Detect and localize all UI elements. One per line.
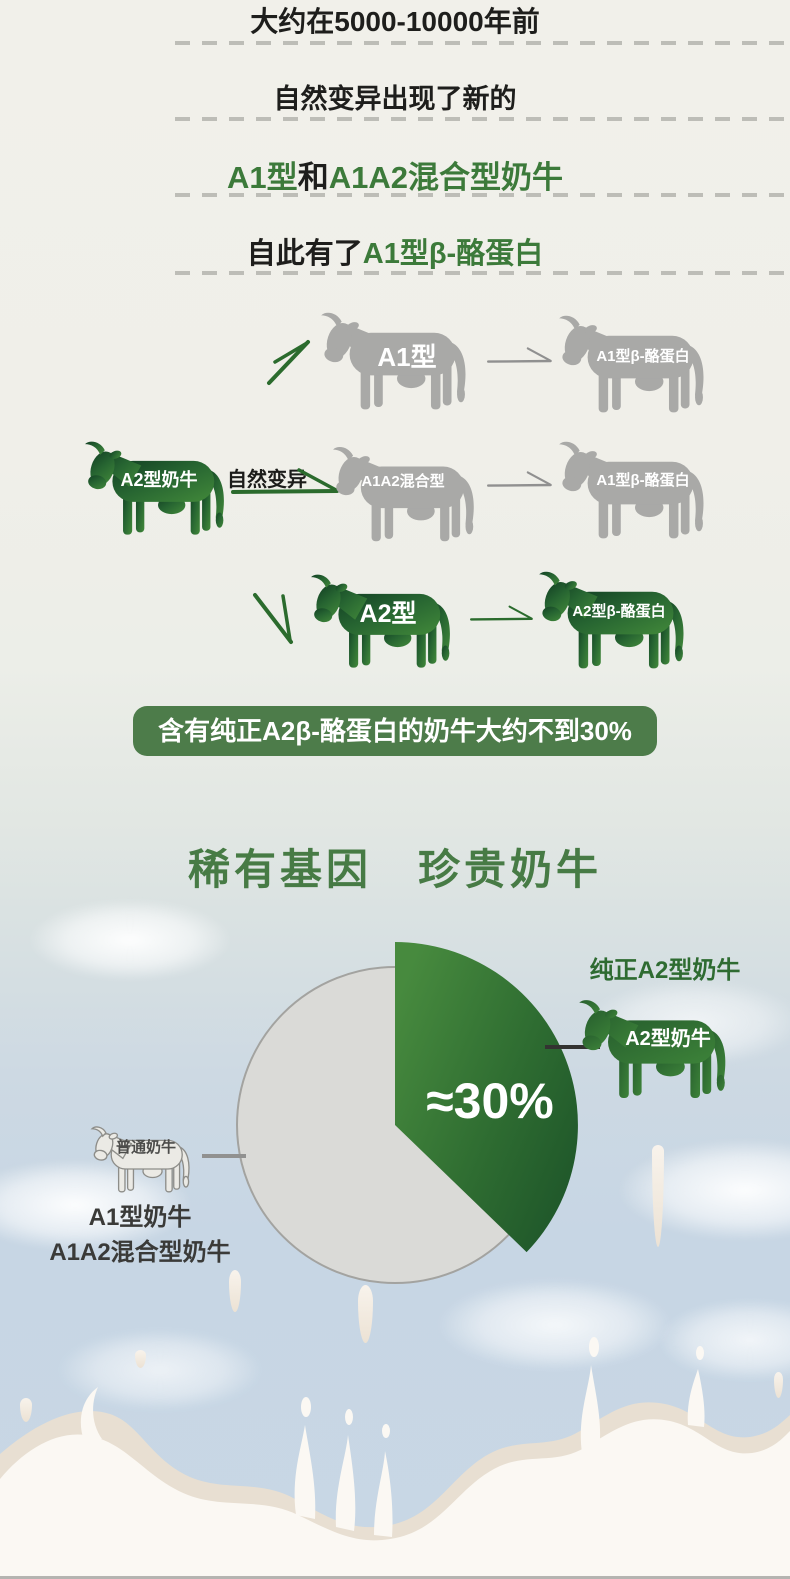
cloud [30, 900, 230, 980]
milk-drop [20, 1398, 32, 1422]
ordinary-cow-callout-line2: A1A2混合型奶牛 [49, 1239, 231, 1266]
left-leader-line [202, 1154, 246, 1158]
milk-drop [358, 1285, 373, 1343]
right-leader-line [545, 1045, 600, 1049]
mutation-label: 自然变异 [227, 469, 307, 491]
a2-cow-label: A2型 [359, 600, 417, 628]
milk-drop [652, 1145, 664, 1247]
a1-protein-label: A1型β-酪蛋白 [596, 348, 690, 365]
pie-chart [236, 942, 578, 1284]
dashed-divider [175, 117, 790, 121]
milk-splash [0, 1337, 790, 1579]
a2-protein-cow-silhouette-icon [536, 566, 694, 676]
a2-protein-label: A2型β-酪蛋白 [572, 603, 666, 620]
a1a2-cow-label: A1A2混合型 [361, 473, 445, 490]
pie-slice-a2 [395, 942, 578, 1253]
intro-line-3: A1型和A1A2混合型奶牛 [0, 152, 790, 197]
dashed-divider [175, 271, 790, 275]
milk-drop [135, 1350, 146, 1368]
intro-line-2: 自然变异出现了新的 [273, 84, 517, 114]
intro-line-4-green: A1型β-酪蛋白 [362, 238, 544, 270]
cloud [440, 1280, 670, 1370]
intro-line-4-black: 自此有了 [246, 238, 363, 270]
intro-line-1: 大约在5000-10000年前 [250, 6, 540, 37]
mutation-arrow-right-icon [230, 466, 342, 496]
mutation-arrow-up-icon [264, 336, 314, 388]
dashed-divider [175, 193, 790, 197]
intro-line-4: 自此有了A1型β-酪蛋白 [0, 230, 790, 272]
produce-arrow-icon [487, 342, 553, 368]
ordinary-cow-callout-line1: A1型奶牛 [88, 1204, 192, 1231]
ordinary-cow-outline-icon [90, 1118, 196, 1202]
rare-gene-heading: 稀有基因 珍贵奶牛 [187, 846, 602, 893]
intro-line-3-green1: A1型 [227, 160, 298, 195]
milk-drop [229, 1270, 241, 1312]
produce-arrow-icon [487, 466, 553, 492]
a1a2-cow-silhouette-icon [330, 436, 484, 554]
bottom-border [0, 1576, 790, 1579]
ordinary-cow-callout: A1型奶牛 A1A2混合型奶牛 [20, 1200, 260, 1270]
ordinary-cow-label: 普通奶牛 [115, 1139, 176, 1156]
a1-protein-cow-silhouette-icon [556, 436, 714, 546]
produce-arrow-icon [470, 600, 534, 626]
intro-line-3-black: 和 [297, 160, 329, 195]
cloud [620, 1140, 790, 1240]
a2-callout-cow-label: A2型奶牛 [625, 1028, 711, 1050]
dashed-divider [175, 41, 790, 45]
a2-source-cow-label: A2型奶牛 [120, 470, 198, 490]
pure-a2-callout-label: 纯正A2型奶牛 [589, 957, 741, 984]
a1-cow-label: A1型 [377, 342, 437, 372]
mutation-arrow-down-icon [250, 592, 300, 646]
pie-percent-label: ≈30% [426, 1073, 554, 1129]
a1-protein-label-2: A1型β-酪蛋白 [596, 472, 690, 489]
intro-line-3-green2: A1A2混合型奶牛 [328, 160, 563, 195]
a2-percentage-banner: 含有纯正A2β-酪蛋白的奶牛大约不到30% [133, 706, 657, 756]
milk-drop [774, 1372, 783, 1398]
